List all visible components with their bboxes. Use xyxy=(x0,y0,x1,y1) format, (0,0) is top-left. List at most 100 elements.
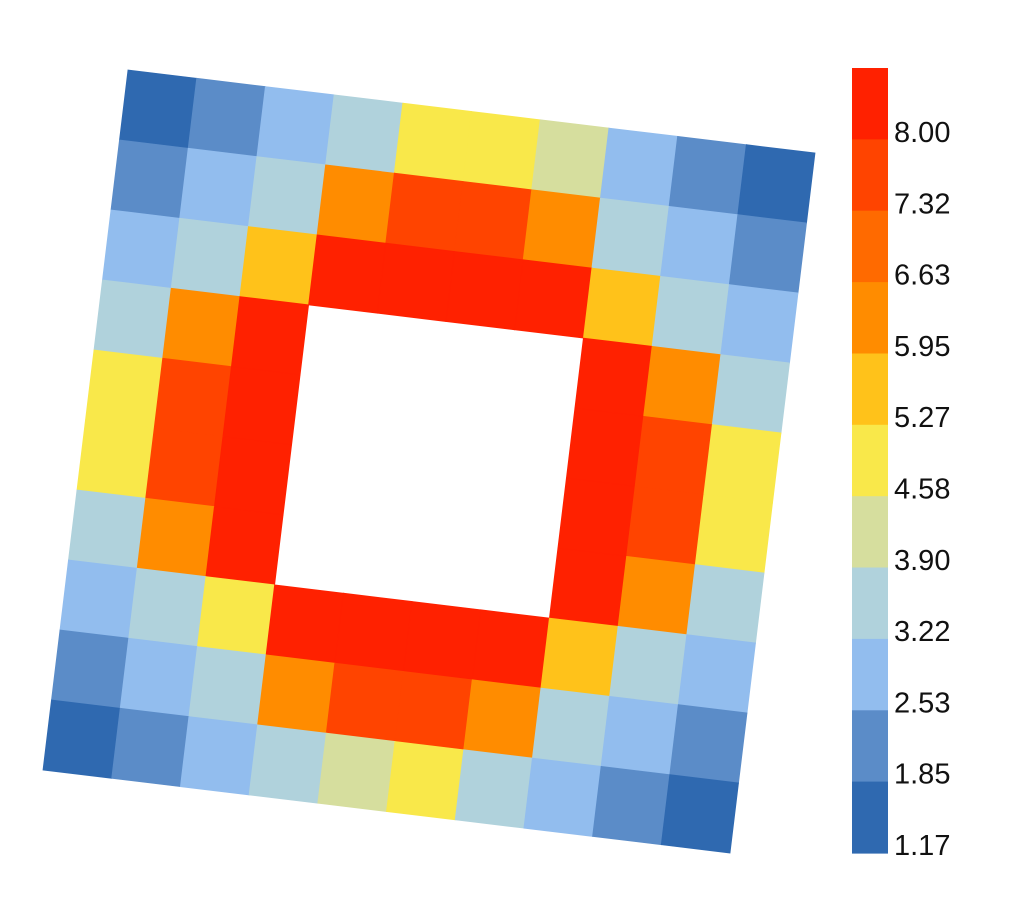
heatmap-cell xyxy=(136,497,215,578)
heatmap-cell xyxy=(540,617,619,697)
heatmap-cell xyxy=(694,494,773,574)
heatmap-cell xyxy=(334,592,413,672)
heatmap-cell xyxy=(68,489,147,569)
colorbar-tick-label: 2.53 xyxy=(894,687,950,719)
heatmap-cell xyxy=(205,506,284,586)
heatmap-cell xyxy=(385,172,464,252)
colorbar-segment xyxy=(852,781,888,854)
heatmap-cell xyxy=(257,654,336,734)
heatmap-cell xyxy=(119,637,198,718)
colorbar-segment xyxy=(852,139,888,212)
heatmap-cell xyxy=(626,485,705,566)
heatmap-cell xyxy=(599,127,679,207)
heatmap-cell xyxy=(230,296,310,376)
heatmap-cell xyxy=(222,366,301,446)
heatmap-cell xyxy=(523,757,602,837)
heatmap-cell xyxy=(668,135,747,216)
colorbar-tick-labels: 8.00 7.32 6.63 5.95 5.27 4.58 3.90 3.22 2.53 1.85… xyxy=(894,117,950,862)
heatmap-cell xyxy=(247,156,327,236)
heatmap-cell xyxy=(376,242,455,322)
heatmap-cell xyxy=(582,267,662,347)
heatmap-cell xyxy=(93,279,172,359)
colorbar-tick-label: 4.58 xyxy=(894,474,950,506)
heatmap-cell xyxy=(179,716,259,796)
heatmap-cell xyxy=(574,337,653,417)
colorbar xyxy=(852,68,888,854)
heatmap-cell xyxy=(454,181,533,261)
heatmap-cell xyxy=(170,217,249,298)
heatmap-cell xyxy=(522,189,601,269)
heatmap-cell xyxy=(591,197,670,277)
heatmap-cell xyxy=(403,601,482,681)
heatmap-grid xyxy=(42,69,816,854)
heatmap-cell xyxy=(110,139,189,219)
heatmap-cell xyxy=(557,477,636,557)
heatmap-cell xyxy=(51,629,130,709)
heatmap-cell xyxy=(239,226,318,306)
heatmap-cell xyxy=(634,415,713,496)
heatmap-cell xyxy=(703,424,782,504)
heatmap-cell xyxy=(669,704,748,784)
heatmap-cell xyxy=(393,102,472,182)
heatmap-cell xyxy=(617,555,696,636)
heatmap-cell xyxy=(651,275,730,356)
heatmap-cell xyxy=(128,567,207,648)
heatmap-cell xyxy=(711,354,790,434)
heatmap-cell xyxy=(308,234,387,314)
heatmap-cell xyxy=(737,144,816,224)
heatmap-cell xyxy=(316,164,395,244)
heatmap-cell xyxy=(317,732,396,812)
heatmap-cell xyxy=(600,695,679,776)
colorbar-tick-label: 5.95 xyxy=(894,331,950,363)
heatmap-cell xyxy=(686,564,765,644)
heatmap-cell xyxy=(548,547,628,627)
heatmap-cell xyxy=(660,774,739,854)
heatmap-cell xyxy=(462,111,541,191)
heatmap-cell xyxy=(213,436,293,516)
heatmap-cell xyxy=(145,427,224,508)
heatmap-cell xyxy=(325,662,404,742)
colorbar-segment xyxy=(852,424,888,497)
heatmap-cell xyxy=(643,345,722,426)
heatmap-cell xyxy=(454,749,533,829)
heatmap-cell xyxy=(394,671,473,751)
colorbar-tick-label: 1.17 xyxy=(894,830,950,862)
colorbar-segment xyxy=(852,710,888,783)
heatmap-cell xyxy=(660,205,739,286)
heatmap-cell xyxy=(565,407,645,487)
heatmap-cell xyxy=(153,357,232,438)
heatmap-cell xyxy=(85,349,164,429)
heatmap-cell xyxy=(514,259,593,339)
heatmap-cell xyxy=(728,214,807,294)
heatmap-cell xyxy=(265,584,344,664)
colorbar-tick-label: 6.63 xyxy=(894,260,950,292)
heatmap-cell xyxy=(609,625,688,706)
heatmap-cell xyxy=(531,687,611,767)
colorbar-segment xyxy=(852,496,888,569)
heatmap-cell xyxy=(248,724,327,804)
heatmap-cell xyxy=(256,86,335,166)
heatmap-cell xyxy=(76,419,155,499)
colorbar-tick-label: 8.00 xyxy=(894,117,950,149)
colorbar-segment xyxy=(852,567,888,640)
heatmap-cell xyxy=(325,94,404,174)
colorbar-tick-label: 3.90 xyxy=(894,545,950,577)
colorbar-tick-label: 1.85 xyxy=(894,759,950,791)
heatmap-cell xyxy=(179,147,258,228)
heatmap-cell xyxy=(111,707,190,788)
heatmap-cell xyxy=(102,209,181,289)
colorbar-segment xyxy=(852,68,888,140)
heatmap-cell xyxy=(463,679,542,759)
colorbar-tick-label: 3.22 xyxy=(894,616,950,648)
colorbar-segment xyxy=(852,638,888,711)
heatmap-cell xyxy=(592,765,671,846)
heatmap-cell xyxy=(42,699,121,779)
colorbar-tick-label: 7.32 xyxy=(894,188,950,220)
heatmap-cell xyxy=(196,576,276,656)
heatmap-cell xyxy=(162,287,241,368)
heatmap-cell xyxy=(386,741,465,821)
heatmap-cell xyxy=(531,119,610,199)
colorbar-tick-label: 5.27 xyxy=(894,402,950,434)
heatmap-cell xyxy=(720,284,799,364)
